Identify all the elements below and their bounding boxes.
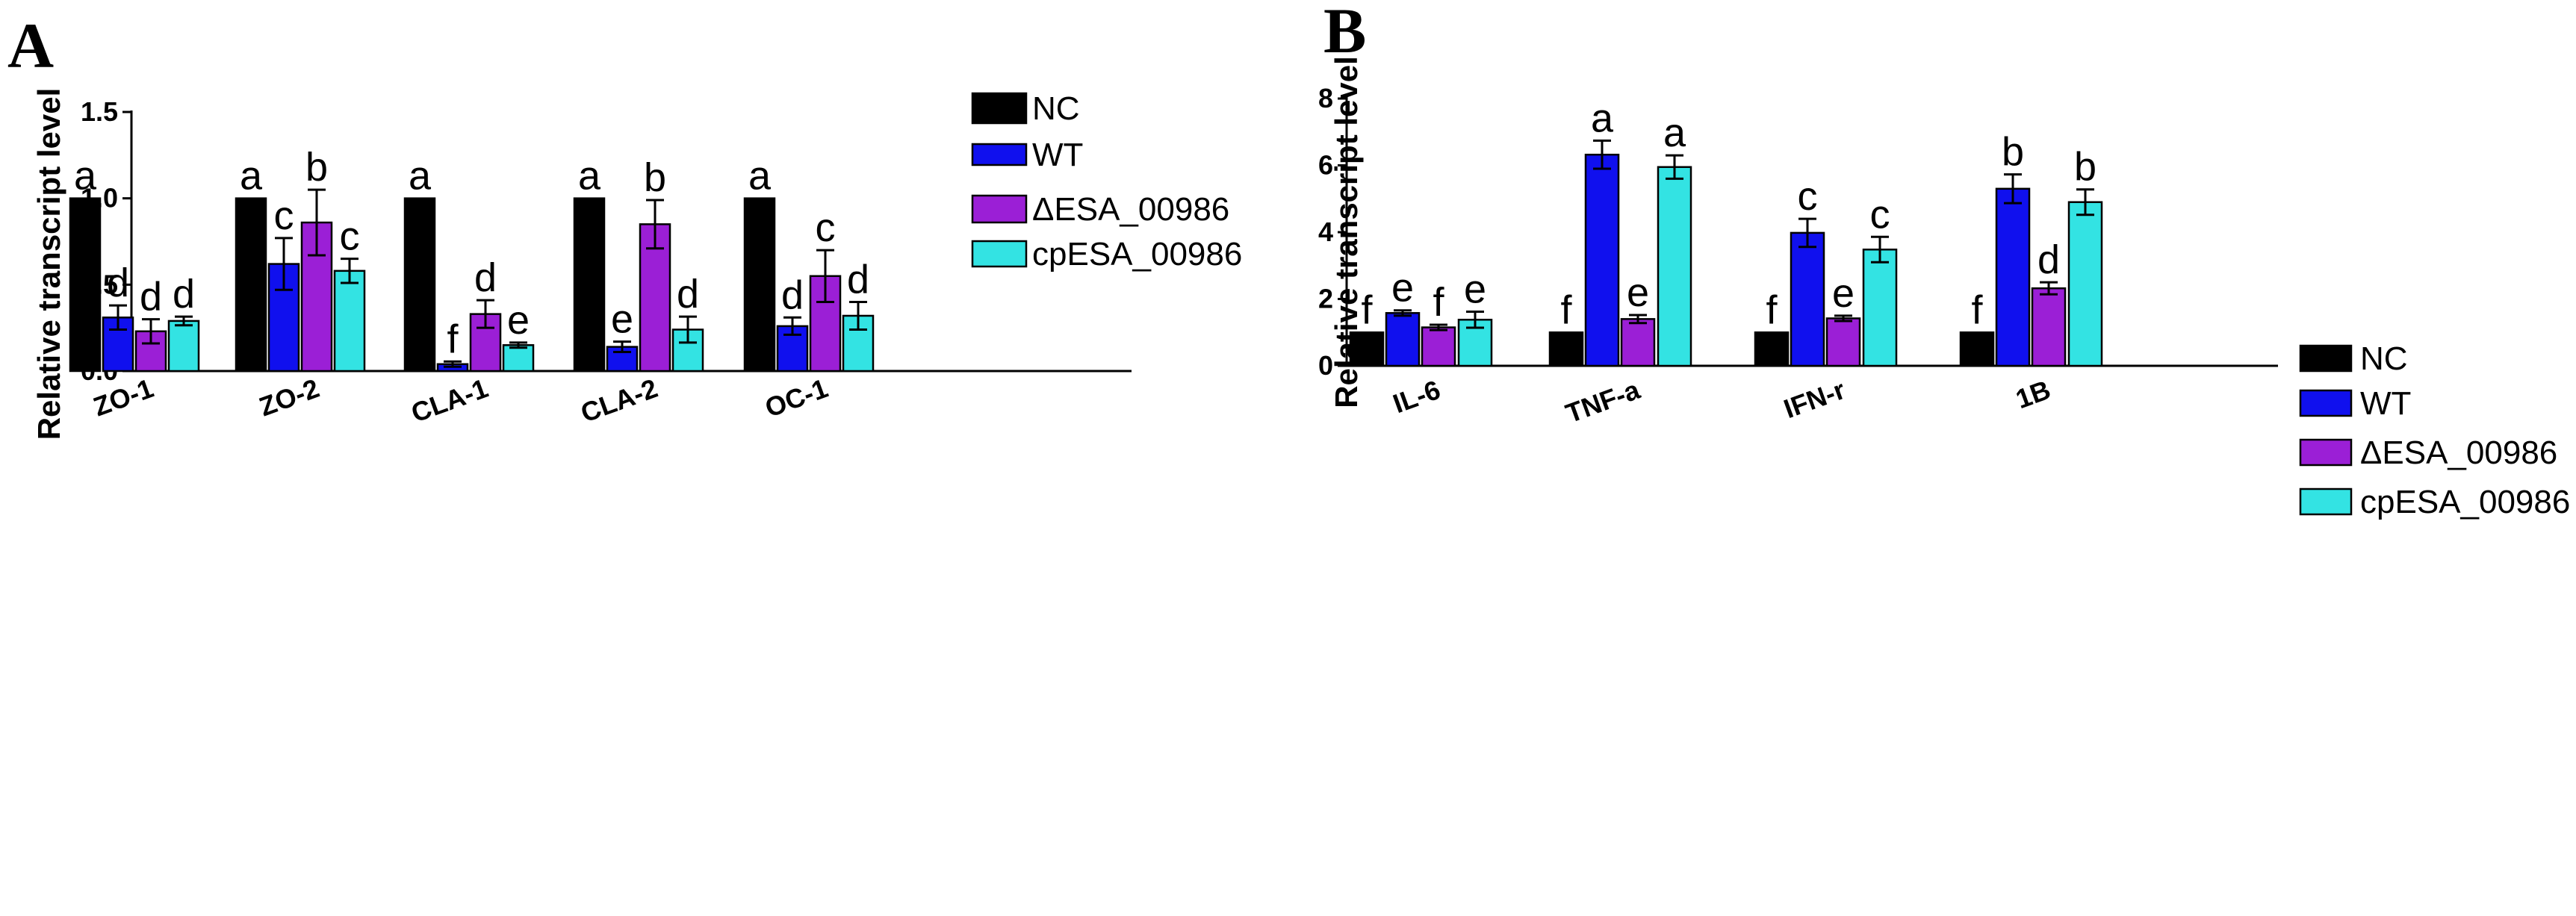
panel-b-bar-tnf-a-cpesa-00986 (1657, 166, 1692, 367)
panel-b-x-tick-label-ifn-r: IFN-r (1780, 374, 1849, 424)
panel-b-significance-letter-tnf-a-wt: a (1591, 96, 1614, 140)
panel-a-x-tick-label-zo-2: ZO-2 (255, 373, 323, 423)
panel-b-legend-label-esa-00986: ΔESA_00986 (2360, 434, 2557, 471)
panel-a-bar-cla-1-nc (403, 197, 436, 373)
panel-a-bar-zo-2-nc (235, 197, 267, 373)
panel-b-significance-letter-il-6-esa-00986: f (1433, 280, 1444, 325)
panel-b-y-tick-label: 6 (1318, 150, 1333, 181)
panel-a-legend-swatch-cpesa-00986 (971, 240, 1028, 268)
panel-b-bar-ifn-r-esa-00986 (1825, 317, 1861, 367)
panel-b-legend-swatch-wt (2299, 389, 2353, 417)
panel-a-significance-letter-cla-2-cpesa-00986: d (677, 272, 699, 317)
panel-b-significance-letter-1b-cpesa-00986: b (2074, 145, 2097, 190)
panel-b-y-tick-label: 0 (1318, 350, 1333, 381)
panel-a-significance-letter-cla-1-nc: a (409, 154, 432, 199)
panel-b-y-tick-label: 4 (1318, 216, 1333, 247)
panel-b-bar-1b-cpesa-00986 (2067, 201, 2103, 367)
panel-a-y-axis-label: Relative transcript level (31, 88, 66, 440)
panel-a-significance-letter-cla-1-cpesa-00986: e (507, 298, 530, 343)
panel-a-significance-letter-oc-1-wt: d (781, 272, 804, 317)
panel-b-significance-letter-il-6-nc: f (1361, 287, 1373, 332)
panel-b-significance-letter-1b-wt: b (2002, 130, 2024, 175)
panel-b-legend-label-nc: NC (2360, 340, 2408, 377)
panel-b-legend-label-cpesa-00986: cpESA_00986 (2360, 484, 2570, 520)
panel-a-significance-letter-oc-1-cpesa-00986: d (847, 257, 869, 302)
panel-a-bar-cla-2-nc (573, 197, 606, 373)
panel-a-legend: NC WT ΔESA_00986 cpESA_00986 (971, 90, 1242, 272)
panel-a-significance-letter-cla-2-nc: a (578, 154, 601, 199)
panel-a-x-tick-label-cla-2: CLA-2 (577, 373, 662, 429)
panel-a-significance-letter-zo-1-nc: a (74, 154, 97, 199)
panel-a-x-tick-label-oc-1: OC-1 (761, 373, 832, 423)
panel-a-significance-letter-zo-2-nc: a (240, 154, 263, 199)
panel-b-bar-il-6-nc (1349, 331, 1385, 367)
panel-b-bar-1b-esa-00986 (2031, 287, 2067, 367)
panel-a-significance-letter-oc-1-nc: a (748, 154, 772, 199)
panel-b-y-tick-label: 8 (1318, 83, 1333, 113)
panel-a-legend-label-esa-00986: ΔESA_00986 (1032, 191, 1229, 228)
panel-a-significance-letter-oc-1-esa-00986: c (816, 205, 836, 250)
panel-b-label: B (1323, 0, 1366, 66)
panel-b-significance-letter-ifn-r-cpesa-00986: c (1870, 192, 1890, 237)
panel-b-legend: NC WT ΔESA_00986 cpESA_00986 (2299, 340, 2570, 520)
panel-a-significance-letter-cla-2-wt: e (611, 297, 633, 342)
panel-a-significance-letter-cla-2-esa-00986: b (644, 155, 666, 200)
panel-b-bar-ifn-r-wt (1790, 231, 1825, 367)
panel-b-significance-letter-tnf-a-cpesa-00986: a (1663, 110, 1686, 155)
panel-b-bar-il-6-wt (1385, 312, 1421, 367)
panel-b-significance-letter-tnf-a-nc: f (1560, 287, 1572, 332)
panel-a-significance-letter-zo-2-cpesa-00986: c (340, 214, 360, 259)
panel-b-x-tick-label-1b: 1B (2011, 374, 2054, 414)
panel-b-legend-swatch-nc (2299, 344, 2353, 373)
panel-b-x-tick-label-il-6: IL-6 (1389, 374, 1444, 419)
panel-b-bar-tnf-a-esa-00986 (1620, 318, 1656, 367)
panel-b-y-tick-label: 2 (1318, 284, 1333, 314)
panel-b-significance-letter-ifn-r-wt: c (1798, 174, 1818, 219)
panel-b-bar-ifn-r-nc (1754, 331, 1790, 367)
panel-b-bar-il-6-esa-00986 (1421, 326, 1456, 367)
panel-b-bar-tnf-a-nc (1548, 331, 1584, 367)
panel-b-significance-letter-1b-nc: f (1971, 287, 1983, 332)
panel-a-legend-swatch-nc (971, 92, 1028, 125)
panel-b-significance-letter-il-6-cpesa-00986: e (1464, 267, 1486, 312)
panel-a-x-tick-label-cla-1: CLA-1 (407, 373, 492, 429)
panel-b-legend-label-wt: WT (2360, 385, 2411, 422)
panel-a-legend-swatch-wt (971, 143, 1028, 166)
panel-b-bar-tnf-a-wt (1584, 153, 1620, 367)
panel-b-significance-letter-il-6-wt: e (1391, 266, 1414, 311)
panel-b-significance-letter-ifn-r-nc: f (1766, 287, 1778, 332)
panel-a-significance-letter-zo-1-esa-00986: d (140, 275, 162, 320)
panel-b-bar-ifn-r-cpesa-00986 (1862, 249, 1898, 367)
panel-a-label: A (7, 10, 54, 81)
panel-a-significance-letter-zo-2-wt: c (274, 193, 294, 238)
panel-b-bar-1b-nc (1959, 331, 1995, 367)
panel-b-legend-swatch-esa-00986 (2299, 438, 2353, 467)
panel-a-bar-cla-1-cpesa-00986 (502, 344, 535, 373)
panel-b-legend-swatch-cpesa-00986 (2299, 487, 2353, 516)
panel-a-significance-letter-zo-2-esa-00986: b (305, 145, 328, 190)
panel-b-significance-letter-tnf-a-esa-00986: e (1627, 270, 1649, 315)
panel-a-bar-oc-1-nc (743, 197, 776, 373)
panel-a-legend-label-wt: WT (1032, 137, 1083, 173)
panel-a-bar-zo-1-nc (69, 197, 102, 373)
panel-a-legend-label-cpesa-00986: cpESA_00986 (1032, 236, 1242, 272)
panel-a-significance-letter-cla-1-wt: f (447, 317, 459, 361)
panel-a-legend-swatch-esa-00986 (971, 194, 1028, 224)
panel-a-legend-label-nc: NC (1032, 90, 1080, 127)
panel-b-significance-letter-ifn-r-esa-00986: e (1832, 271, 1855, 316)
panel-b-x-tick-label-tnf-a: TNF-a (1562, 374, 1645, 429)
panel-a-significance-letter-zo-1-wt: d (107, 261, 129, 305)
panel-a-bar-zo-1-cpesa-00986 (167, 320, 200, 373)
panel-a-significance-letter-cla-1-esa-00986: d (474, 255, 497, 300)
panel-b-significance-letter-1b-esa-00986: d (2037, 237, 2060, 282)
panel-b-bar-1b-wt (1995, 187, 2031, 367)
panel-a-y-tick-label: 1.5 (81, 96, 118, 127)
panel-a-bar-zo-2-cpesa-00986 (333, 269, 366, 373)
panel-a-significance-letter-zo-1-cpesa-00986: d (173, 272, 195, 317)
